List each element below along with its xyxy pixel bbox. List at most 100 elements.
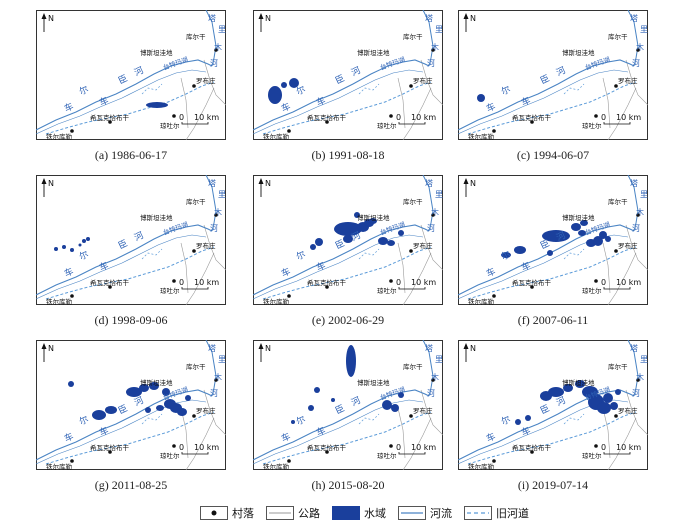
water-body — [398, 392, 404, 398]
tarim-char-ta: 塔 — [630, 178, 638, 188]
scale-bar — [398, 452, 426, 455]
water-body — [156, 405, 164, 411]
legend-road-label: 公路 — [298, 507, 320, 520]
river-branch-line — [253, 399, 424, 465]
panel-caption-b: (b) 1991-08-18 — [311, 148, 385, 162]
village-symbol-icon — [200, 506, 228, 520]
road-line — [402, 417, 432, 470]
label-busitan-depression: 博斯坦洼地 — [140, 213, 173, 222]
scale-bar — [181, 452, 209, 455]
map-frame — [458, 10, 648, 140]
village-dot — [108, 120, 112, 124]
water-body — [149, 382, 159, 390]
map-panel-g: N 0 10 km 库尔干 博斯坦洼地 台特玛湖 罗布庄 希瓦克恰布干 琼吐尔 铁尔库勒车尔臣河车… — [36, 340, 226, 470]
water-body — [578, 230, 586, 236]
tarim-char-li: 里 — [640, 25, 648, 34]
scale-bar — [398, 287, 426, 290]
panel-caption-d: (d) 1998-09-06 — [94, 313, 168, 327]
village-label-luobuzhuang: 罗布庄 — [196, 76, 216, 85]
river-char-chen: 臣 — [539, 403, 552, 417]
legend-river: 河流 — [398, 503, 452, 523]
label-busitan-depression: 博斯坦洼地 — [140, 48, 173, 57]
label-busitan-depression: 博斯坦洼地 — [140, 378, 173, 387]
tarim-char-mu: 木 — [636, 207, 644, 217]
water-body — [599, 231, 607, 239]
tarim-char-ta: 塔 — [208, 178, 216, 188]
water-body — [477, 94, 485, 102]
tarim-char-ta: 塔 — [425, 343, 433, 353]
village-label-xiwakeqiabugan: 希瓦克恰布干 — [307, 278, 347, 287]
panel-caption-c: (c) 1994-06-07 — [516, 148, 590, 162]
legend-village: 村落 — [200, 503, 254, 523]
village-dot — [492, 129, 496, 133]
map-canvas: N0 10 km库尔干博斯坦洼地台特玛湖罗布庄希瓦克恰布干琼吐尔铁尔库勒车尔臣河车… — [36, 175, 226, 305]
road-line — [180, 77, 189, 129]
village-dot — [70, 129, 74, 133]
road-line — [602, 242, 611, 294]
map-panel-c: N 0 10 km 库尔干 博斯坦洼地 台特玛湖 罗布庄 希瓦克恰布干 琼吐尔 铁尔库勒车尔臣河车… — [458, 10, 648, 140]
cherchen-river-line — [253, 224, 430, 296]
water-body — [126, 387, 142, 397]
legend-water-label: 水域 — [364, 507, 386, 520]
map-panel-b: N 0 10 km 库尔干 博斯坦洼地 台特玛湖 罗布庄 希瓦克恰布干 琼吐尔 铁尔库勒车尔臣河车… — [253, 10, 443, 140]
map-frame — [253, 10, 443, 140]
label-busitan-depression: 博斯坦洼地 — [357, 48, 390, 57]
water-body — [82, 239, 86, 243]
old-channel-line — [141, 83, 163, 95]
village-dot — [108, 450, 112, 454]
panel-caption-f: (f) 2007-06-11 — [517, 313, 589, 327]
road-line — [203, 224, 226, 271]
tarim-char-li: 里 — [435, 25, 443, 34]
legend-old-channel-label: 旧河道 — [496, 507, 529, 520]
scale-value-label: 10 km — [616, 113, 641, 122]
water-body — [580, 220, 588, 226]
road-line — [185, 87, 215, 140]
river-char-chen: 臣 — [117, 73, 130, 87]
village-dot — [530, 285, 534, 289]
village-dot — [431, 213, 435, 217]
village-dot — [530, 450, 534, 454]
village-dot — [530, 120, 534, 124]
scale-value-label: 10 km — [194, 278, 219, 287]
tarim-river-line — [422, 10, 434, 67]
old-channel-line — [358, 413, 380, 425]
scale-bar — [398, 122, 426, 125]
road-line — [397, 407, 406, 459]
old-channel-line — [358, 248, 380, 260]
north-label: N — [470, 344, 476, 353]
panel-caption-g: (g) 2011-08-25 — [94, 478, 168, 492]
water-body — [334, 222, 362, 236]
river-branch-line — [36, 69, 207, 135]
village-label-tieerkule: 铁尔库勒 — [263, 132, 290, 140]
river-char-chen: 臣 — [117, 403, 130, 417]
water-body — [343, 235, 353, 243]
village-label-kuergan: 库尔干 — [403, 362, 423, 371]
village-dot — [636, 378, 640, 382]
village-label-tieerkule: 铁尔库勒 — [46, 297, 73, 305]
scale-zero-label: 0 — [179, 278, 184, 287]
water-body — [145, 407, 151, 413]
old-channel-line — [262, 246, 432, 300]
water-body — [146, 102, 168, 108]
water-body — [593, 236, 603, 246]
water-body — [346, 345, 356, 377]
water-body — [501, 252, 511, 258]
tarim-river-line — [205, 10, 217, 67]
old-channel-line — [358, 83, 380, 95]
village-dot — [614, 84, 618, 88]
map-panel-d: N 0 10 km 库尔干 博斯坦洼地 台特玛湖 罗布庄 希瓦克恰布干 琼吐尔 铁尔库勒车尔臣河车… — [36, 175, 226, 305]
road-line — [625, 224, 648, 271]
water-body — [70, 248, 74, 252]
village-dot — [636, 213, 640, 217]
water-body — [86, 237, 90, 241]
panel-caption-i: (i) 2019-07-14 — [517, 478, 589, 492]
river-char-chen: 臣 — [334, 403, 347, 417]
scale-value-label: 10 km — [411, 443, 436, 452]
village-label-xiwakeqiabugan: 希瓦克恰布干 — [307, 443, 347, 452]
village-dot — [594, 279, 598, 283]
map-frame — [36, 340, 226, 470]
water-body — [378, 237, 388, 245]
scale-bar — [181, 287, 209, 290]
village-label-kuergan: 库尔干 — [608, 197, 628, 206]
tarim-char-he: 河 — [210, 388, 218, 398]
